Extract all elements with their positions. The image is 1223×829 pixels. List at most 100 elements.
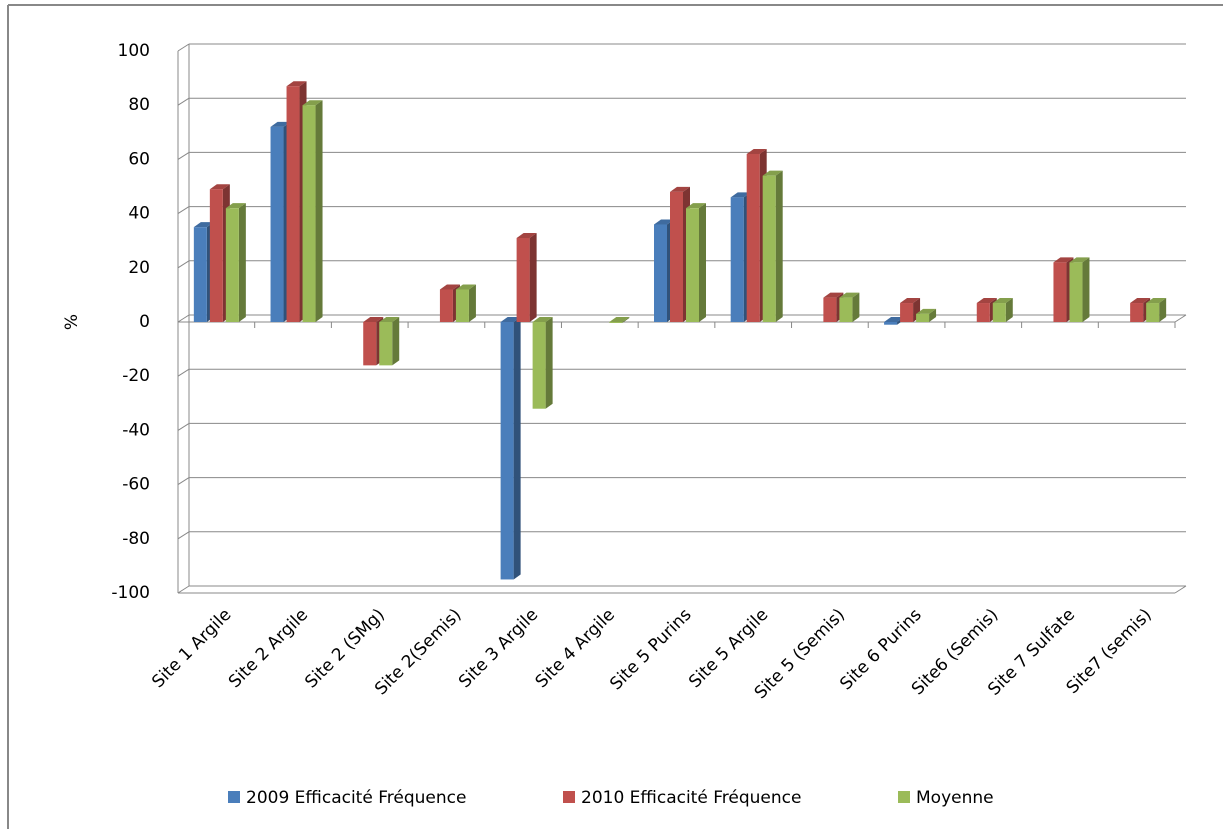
bar-top [225,203,246,209]
bar-top [379,317,400,322]
y-tick-label: -60 [122,475,150,495]
bar [992,303,1006,322]
bar-top [532,317,553,322]
grid-line-side [177,151,190,160]
bar [439,289,453,322]
bar-top [286,81,307,87]
bar-top [209,184,230,190]
bar [193,227,207,322]
bar-top [992,298,1013,304]
bar [363,322,377,366]
bar-top [746,148,767,154]
bar [609,322,623,323]
bar-top [839,292,860,298]
bar-side [852,292,860,322]
bar [302,105,316,322]
y-tick-label: 80 [128,95,150,115]
bar-side [1005,298,1013,322]
legend-label: 2010 Efficacité Fréquence [581,788,801,808]
grid-line-side [177,43,190,52]
x-tick-label: Site 2 Argile [225,605,312,692]
y-tick-label: -40 [122,420,150,440]
bar [1130,303,1144,322]
bar-side [622,317,630,323]
bar-top [900,298,921,304]
bar [730,197,744,322]
y-tick-label: 100 [118,41,150,61]
grid-line-side [177,314,190,323]
bar-top [270,121,291,127]
bar-top [916,308,937,314]
bar-side [699,203,706,322]
x-tick-label: Site 3 Argile [455,605,542,692]
bar [654,224,667,322]
bar [670,191,683,322]
grid-line-side [177,368,190,377]
x-tick-label: Site 5 Purins [606,605,695,694]
bar [455,289,469,322]
bar-side [468,284,476,322]
y-tick-label: -80 [122,529,150,549]
bar-top [730,192,751,198]
y-tick-label: 40 [128,204,150,224]
bar-top [439,284,460,290]
bar-top [455,284,476,290]
bar [516,237,530,322]
legend-swatch [898,791,910,803]
bar-top [609,317,630,322]
grid-line-side [177,585,190,594]
legend: 2009 Efficacité Fréquence 2010 Efficacité… [228,788,994,808]
bar-top [884,317,905,322]
grid-line-side [177,97,190,106]
grid-line-side [177,477,190,486]
bar-side [929,308,937,322]
x-tick-label: Site 1 Argile [148,605,235,692]
bar-side [775,170,783,322]
bar-top [363,317,384,322]
bar [270,126,284,322]
bar-side [529,232,537,322]
bar [225,208,239,322]
grid-line-side [177,422,190,431]
y-tick-label: -100 [111,583,150,603]
bar [209,189,223,322]
y-tick-label: 0 [139,312,150,332]
bar [823,297,837,322]
bar-top [302,100,323,106]
x-tick-label: Site 4 Argile [532,605,619,692]
legend-swatch [228,791,240,803]
bar [1069,262,1083,322]
bar-top [1069,257,1090,263]
y-axis-label: % [62,314,82,330]
bar-top [500,317,521,322]
bar-top [762,170,783,176]
bar [762,175,776,322]
bar [976,303,990,322]
bar [500,322,514,580]
bar [900,303,914,322]
legend-swatch [563,791,575,803]
bar-top [193,222,214,228]
bar-side [1159,298,1167,322]
bar [379,322,393,366]
bar-side [545,317,553,409]
bar-top [670,186,690,192]
bar-top [686,203,706,209]
y-tick-label: 60 [128,149,150,169]
bar [686,208,699,322]
bar-side [238,203,246,322]
bar-side [1082,257,1090,322]
bar-side [315,100,323,322]
bar-top [654,219,674,225]
bar-top [516,232,537,238]
bar [884,322,898,325]
legend-label: 2009 Efficacité Fréquence [246,788,466,808]
y-tick-label: 20 [128,258,150,278]
bar [1053,262,1067,322]
bar [286,86,300,322]
x-tick-label: Site 5 Argile [685,605,772,692]
bar-side [392,317,400,366]
bar-top [1130,298,1151,304]
grid-line-side [177,206,190,215]
